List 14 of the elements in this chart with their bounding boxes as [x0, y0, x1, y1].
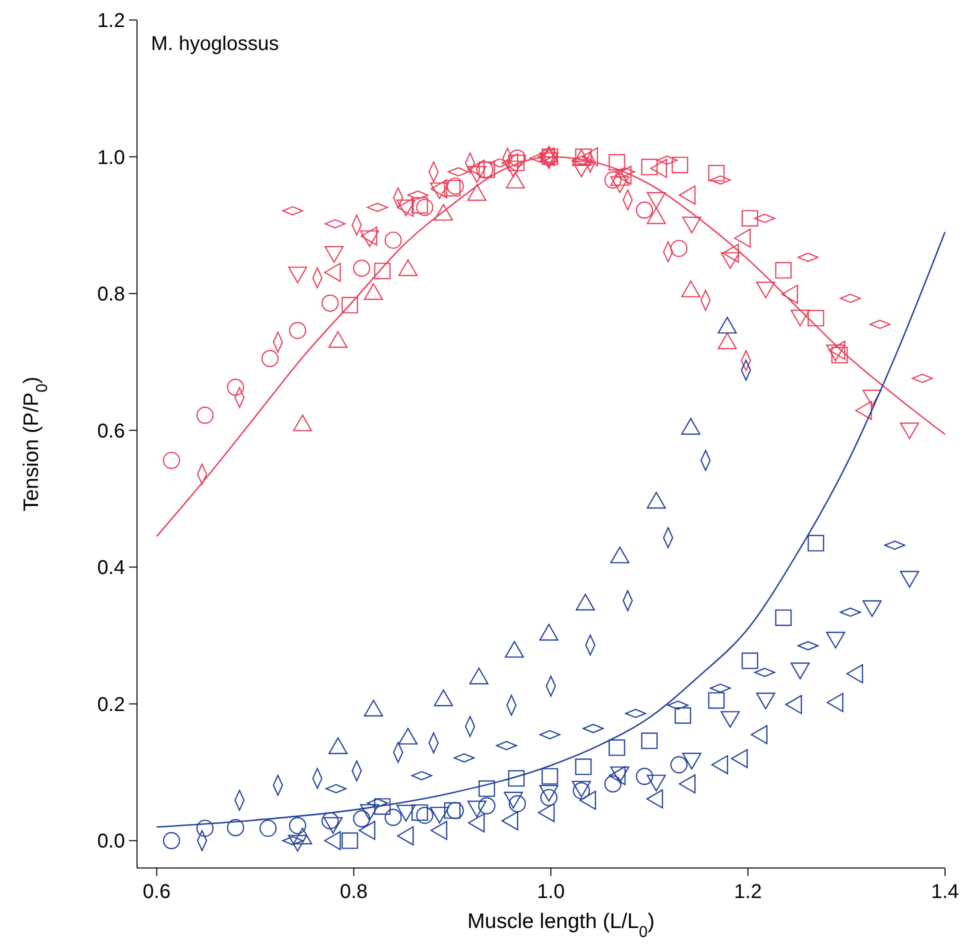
y-tick-label: 0.6: [97, 420, 125, 442]
y-tick-label: 0.0: [97, 830, 125, 853]
x-tick-label: 1.0: [536, 881, 565, 903]
x-tick-label: 1.4: [931, 881, 959, 903]
x-axis-title: Muscle length (L/L$_{0}$): [467, 910, 655, 940]
y-tick-label: 0.4: [97, 557, 125, 580]
x-tick-label: 1.2: [734, 881, 762, 903]
y-tick-label: 0.8: [97, 284, 125, 306]
x-tick-label: 0.8: [340, 881, 368, 903]
y-tick-label: 1.0: [97, 146, 125, 169]
y-tick-label: 0.2: [97, 694, 125, 716]
y-tick-label: 1.2: [97, 10, 125, 32]
x-tick-label: 0.6: [142, 881, 171, 903]
annotation: M. hyoglossus: [151, 33, 279, 55]
